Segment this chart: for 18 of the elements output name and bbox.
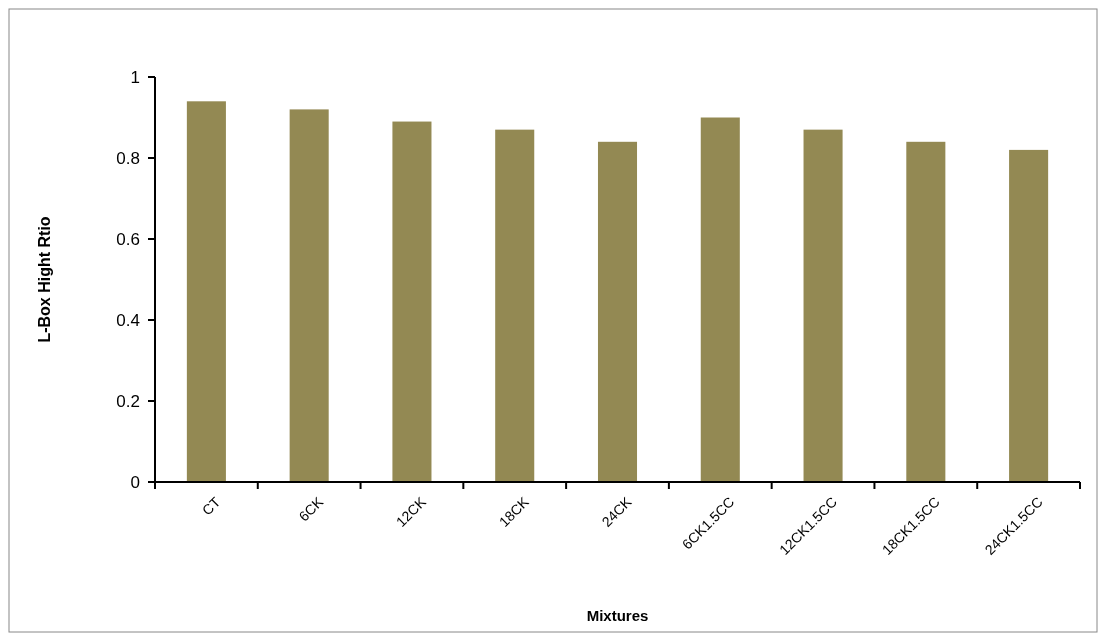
y-tick-label: 0.4 [116, 310, 140, 330]
y-tick-label: 0.8 [116, 148, 140, 168]
y-tick-label: 0.6 [116, 229, 140, 249]
x-axis-title: Mixtures [586, 607, 649, 624]
x-tick-label: CT [198, 493, 224, 519]
bar [597, 141, 638, 482]
y-tick-label: 0.2 [116, 391, 140, 411]
bar [495, 129, 535, 482]
bar [700, 117, 740, 482]
bar [1009, 149, 1049, 482]
bar [392, 121, 432, 482]
bar [289, 109, 329, 482]
y-tick-label: 0 [130, 472, 140, 492]
bar [906, 141, 946, 482]
y-tick-label: 1 [130, 67, 140, 87]
bar [186, 101, 226, 482]
bar [803, 129, 843, 482]
y-axis-title: L-Box Hight Rtio [36, 216, 53, 343]
